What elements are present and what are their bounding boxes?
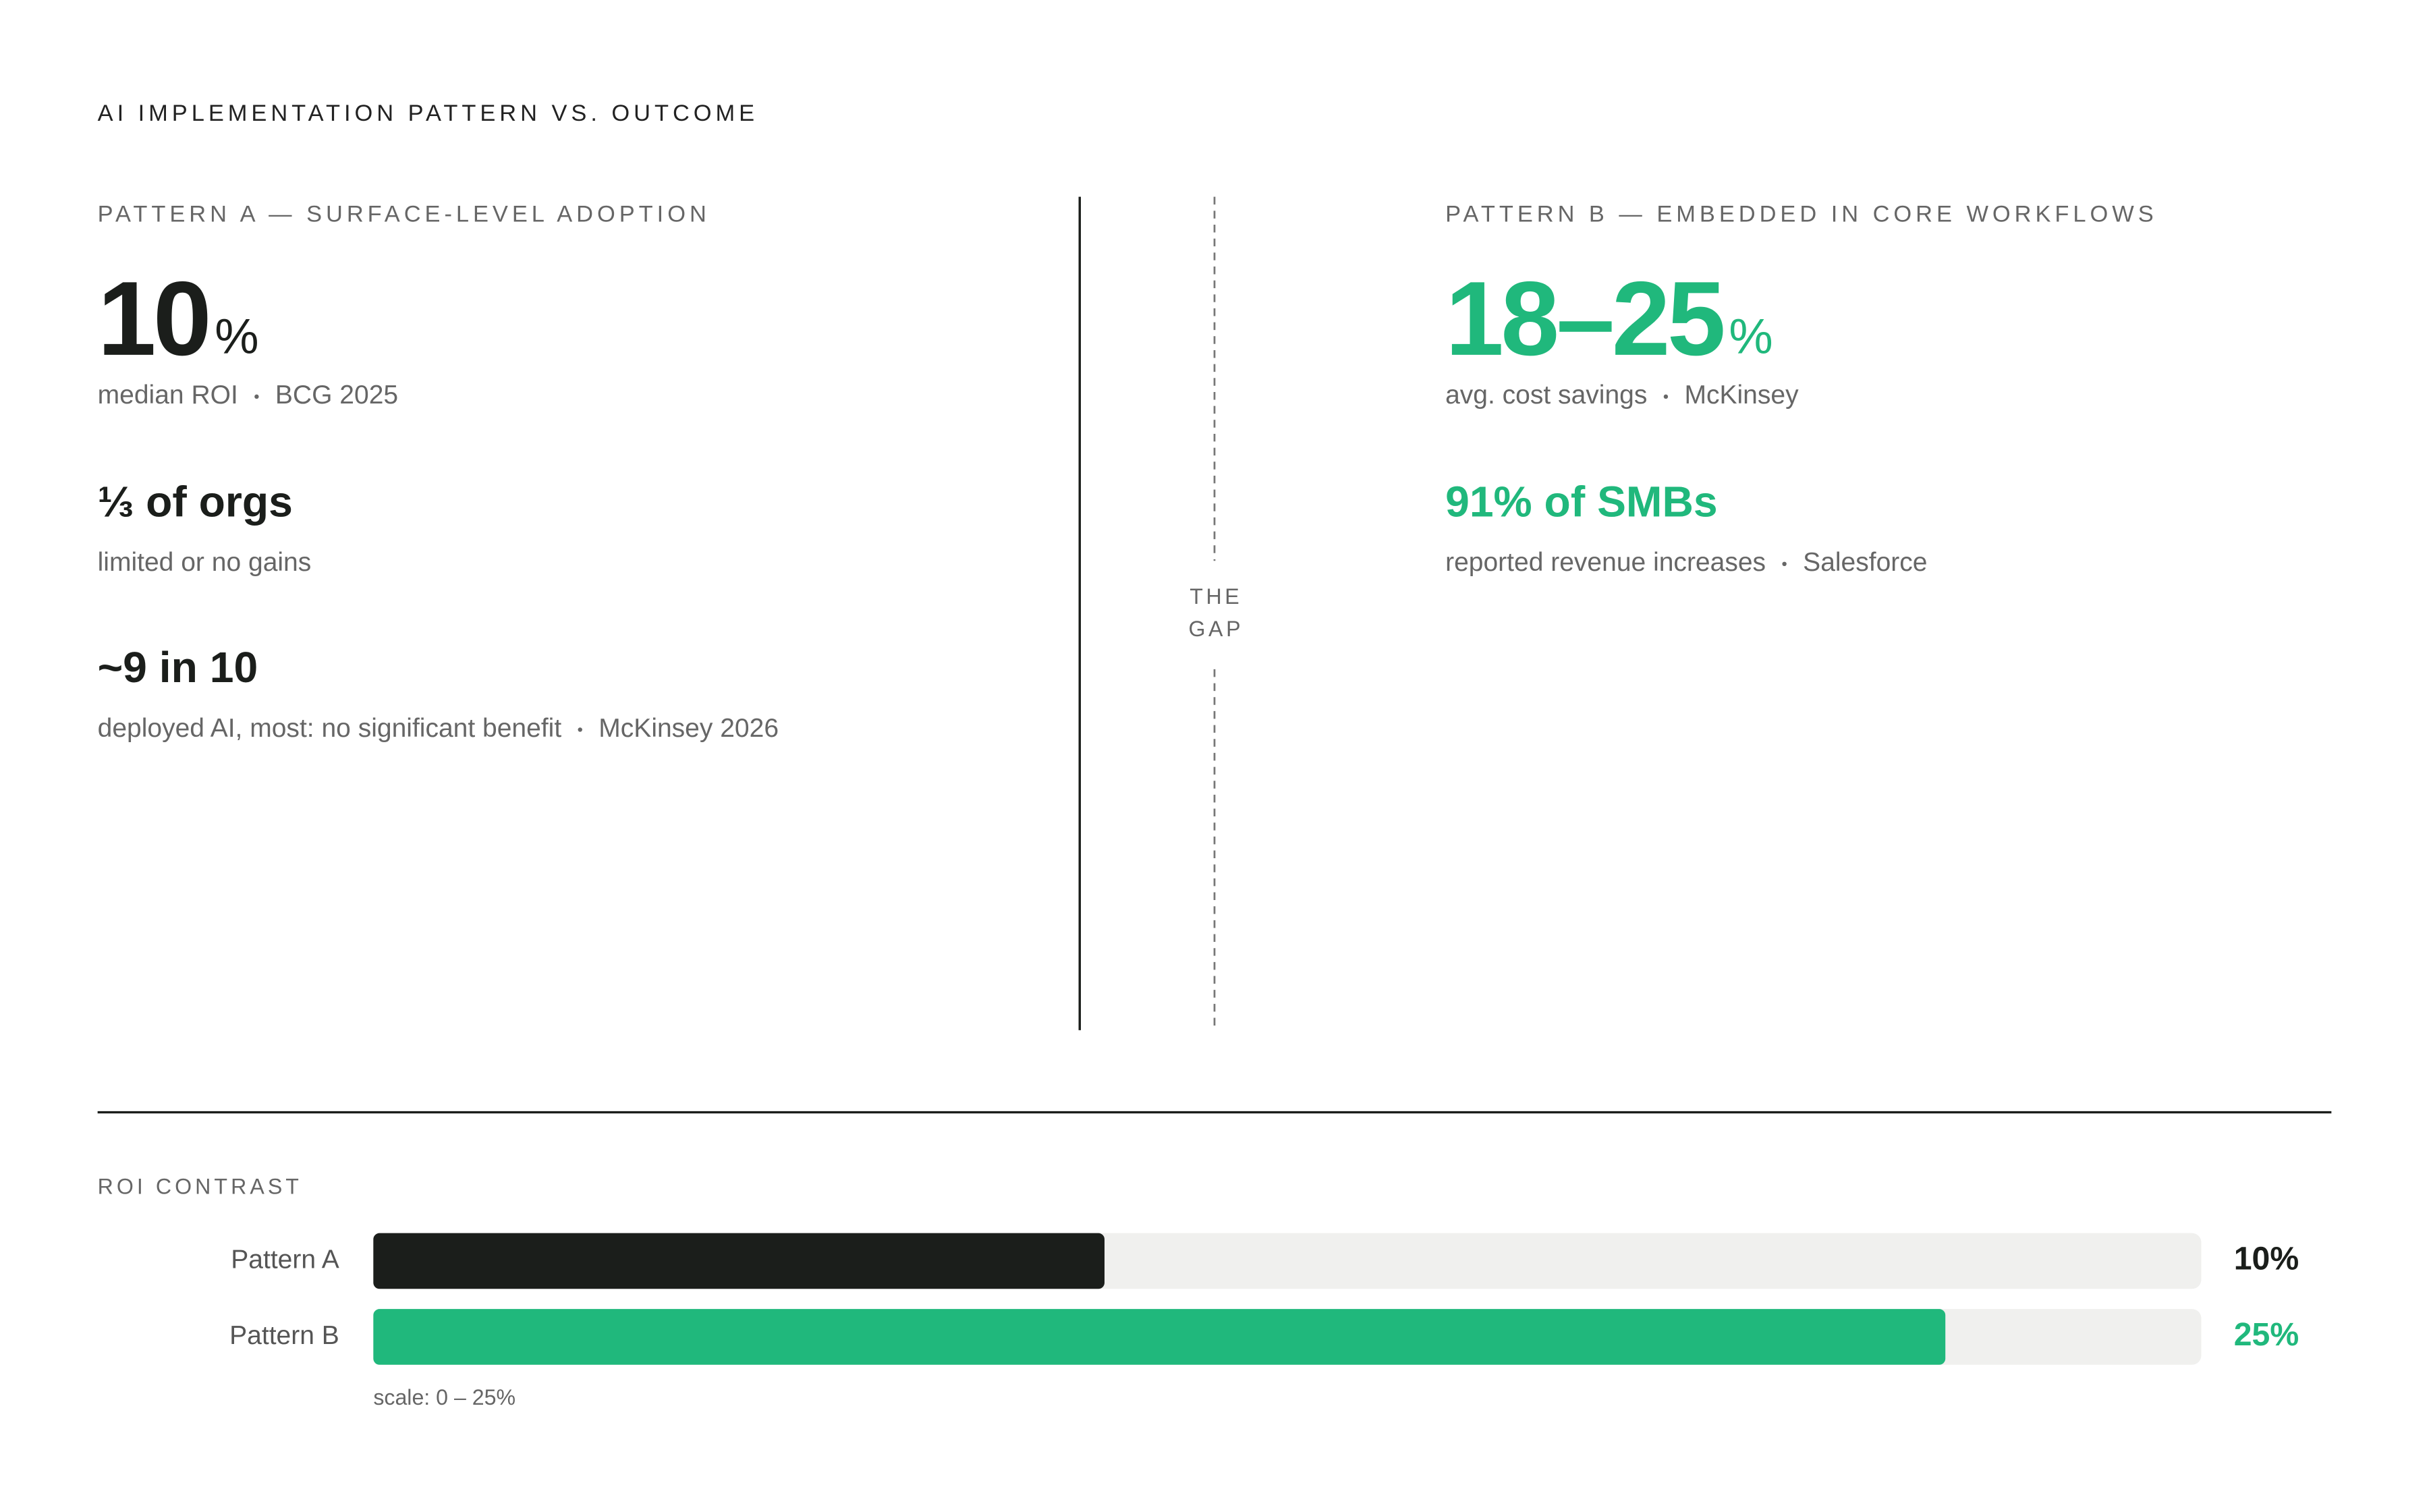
stat-caption: reported revenue increases [1445,548,1766,577]
stat-value: 18–25 [1445,260,1723,378]
stat-source: Salesforce [1803,548,1927,577]
stat-value: ~9 in 10 [98,643,258,692]
separator [578,727,582,732]
stat-source: BCG 2025 [275,381,398,410]
column-heading: PATTERN B — EMBEDDED IN CORE WORKFLOWS [1445,201,2158,227]
column-heading: PATTERN A — SURFACE-LEVEL ADOPTION [98,201,710,227]
stat-caption: deployed AI, most: no significant benefi… [98,714,562,743]
separator [1782,561,1787,567]
bar [373,1233,1105,1289]
stat-caption: avg. cost savings [1445,381,1647,410]
stat-unit: % [1729,308,1772,364]
bar [373,1309,1946,1365]
stat-caption: limited or no gains [98,548,312,577]
stat-value: 10 [98,260,208,378]
stat-source: McKinsey [1684,381,1799,410]
chart-title: ROI CONTRAST [98,1175,302,1199]
separator [254,394,259,399]
bar-label: Pattern A [231,1245,339,1274]
page-title: AI IMPLEMENTATION PATTERN VS. OUTCOME [98,101,758,126]
separator [1663,394,1669,399]
value-label: 10% [2234,1241,2299,1277]
gap-label: THE [1190,584,1242,609]
bar-label: Pattern B [229,1321,339,1350]
value-label: 25% [2234,1316,2299,1353]
stat-value: ⅓ of orgs [98,478,293,526]
stat-unit: % [215,308,258,364]
gap-label: GAP [1188,617,1244,641]
stat-source: McKinsey 2026 [598,714,779,743]
scale-note: scale: 0 – 25% [373,1385,515,1409]
stat-caption: median ROI [98,381,238,410]
stat-value: 91% of SMBs [1445,478,1718,526]
